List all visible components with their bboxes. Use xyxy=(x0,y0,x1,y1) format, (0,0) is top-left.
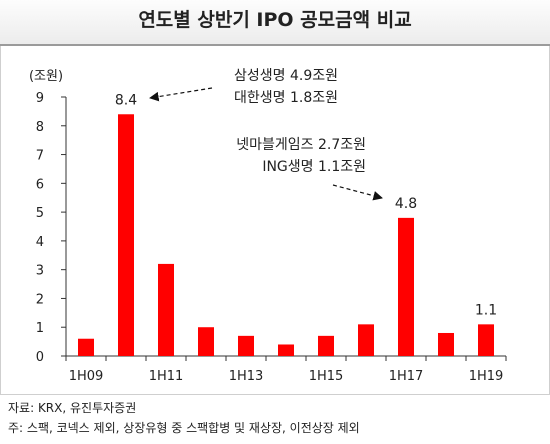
title-bar xyxy=(0,0,550,46)
x-tick-label: 1H11 xyxy=(149,369,184,384)
footnotes: 자료: KRX, 유진투자증권 주: 스팩, 코넥스 제외, 상장유형 중 스팩… xyxy=(8,398,360,438)
bar-1h13 xyxy=(238,335,254,356)
data-label-1h17: 4.8 xyxy=(395,196,417,212)
bar-1h10 xyxy=(118,114,134,357)
bar-1h12 xyxy=(198,327,214,356)
data-label-1h19: 1.1 xyxy=(475,302,497,318)
annotation-1h17-line: ING생명 1.1조원 xyxy=(262,159,366,175)
y-tick-label: 1 xyxy=(36,321,44,336)
annotation-arrow-1h10 xyxy=(149,87,213,102)
y-tick-label: 4 xyxy=(36,235,44,250)
y-tick-label: 5 xyxy=(36,206,44,221)
x-tick-label: 1H15 xyxy=(309,369,344,384)
bar-chart: (조원) 0 1 2 3 4 5 6 7 8 9 1H09 1H11 1H13 1H15 1H17 1H19 8.… xyxy=(29,68,507,384)
x-tick-label: 1H19 xyxy=(469,369,504,384)
bar-1h15 xyxy=(318,335,334,356)
source-note: 자료: KRX, 유진투자증권 xyxy=(8,401,137,415)
y-unit-label: (조원) xyxy=(29,69,63,84)
annotation-1h10-line: 대한생명 1.8조원 xyxy=(234,90,338,106)
bar-1h14 xyxy=(278,344,294,356)
annotation-arrow-1h17 xyxy=(332,184,383,201)
y-tick-label: 8 xyxy=(36,120,44,135)
bar-1h17 xyxy=(398,217,414,356)
bar-1h19 xyxy=(478,324,494,356)
y-tick-label: 0 xyxy=(36,350,44,365)
bar-1h16 xyxy=(358,324,374,356)
annotation-1h10-line: 삼성생명 4.9조원 xyxy=(234,68,338,84)
y-tick-label: 9 xyxy=(36,91,44,106)
x-tick-label: 1H13 xyxy=(229,369,264,384)
y-tick-label: 7 xyxy=(36,149,44,164)
y-tick-label: 2 xyxy=(36,292,44,307)
bar-1h09 xyxy=(78,338,94,356)
chart-title: 연도별 상반기 IPO 공모금액 비교 xyxy=(138,9,412,31)
x-tick-label: 1H09 xyxy=(69,369,104,384)
y-tick-label: 6 xyxy=(36,177,44,192)
bar-1h18 xyxy=(438,332,454,356)
annotation-1h17-line: 넷마블게임즈 2.7조원 xyxy=(236,137,366,153)
data-label-1h10: 8.4 xyxy=(115,92,137,108)
exclusion-note: 주: 스팩, 코넥스 제외, 상장유형 중 스팩합병 및 재상장, 이전상장 제… xyxy=(8,421,360,435)
y-tick-label: 3 xyxy=(36,264,44,279)
bar-1h11 xyxy=(158,263,174,356)
x-tick-label: 1H17 xyxy=(389,369,424,384)
